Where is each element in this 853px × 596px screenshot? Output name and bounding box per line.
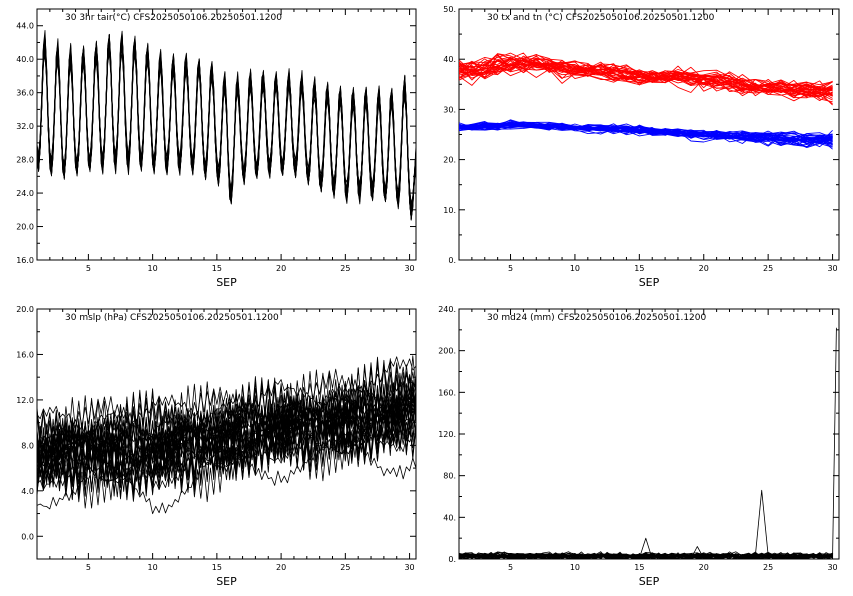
x-tick-label: 30 [827,563,837,572]
x-tick-label: 5 [86,264,91,273]
x-axis-label: SEP [216,575,237,588]
y-tick-label: 80. [443,472,456,481]
mslp-member-line [37,402,416,492]
x-tick-label: 10 [570,264,580,273]
y-tick-label: 40. [443,513,456,522]
y-tick-label: 160. [438,388,456,397]
y-tick-label: 50. [443,5,456,14]
ensemble-lines [459,327,837,559]
x-tick-label: 20 [699,563,709,572]
tx-member-line [459,58,833,98]
x-tick-label: 30 [827,264,837,273]
x-tick-label: 20 [699,264,709,273]
panel-title: 30 3hr tair(°C) CFS2025050106.20250501.1… [65,13,282,23]
panel-1: 5 10 15 20 25 30 16.0 20.0 24.0 28.0 32.0 36.0 40.0 4… [16,8,417,289]
x-tick-label: 15 [634,264,644,273]
mslp-member-line [37,399,416,483]
y-tick-label: 32.0 [16,122,34,131]
panel-3: 5 10 15 20 25 30 0.0 4.0 8.0 12.0 16.0 20.0 30 mslp … [16,305,417,588]
mslp-member-line [37,389,416,480]
x-tick-label: 10 [148,264,158,273]
y-tick-label: 0.0 [21,532,34,541]
x-tick-label: 30 [404,563,414,572]
precip-member-line [459,552,833,559]
temperature-member-line [37,39,416,218]
tx-member-line [459,56,833,91]
plot-frame [458,308,840,560]
precip-member-line [459,552,833,559]
y-tick-label: 40.0 [16,55,34,64]
y-tick-label: 240. [438,305,456,314]
y-tick-label: 24.0 [16,189,34,198]
tx-member-line [459,65,833,106]
tn-member-line [459,124,833,146]
x-axis-label: SEP [216,276,237,289]
precip-member-line [459,327,837,559]
tn-member-line [459,120,833,144]
panel-title: 30 tx and tn (°C) CFS2025050106.20250501… [487,13,715,23]
precip-member-line [459,552,833,559]
y-tick-label: 30. [443,105,456,114]
y-tick-label: 16.0 [16,256,34,265]
panel-4: 5 10 15 20 25 30 0. 40. 80. 120. 160. 200. 240. 30 md… [438,305,840,588]
tn-member-line [459,123,833,144]
mslp-member-line [37,356,416,471]
tx-member-line [459,58,833,92]
panel-title: 30 mslp (hPa) CFS2025050106.20250501.120… [65,313,279,323]
x-tick-label: 10 [570,563,580,572]
y-tick-label: 120. [438,430,456,439]
tn-member-line [459,123,833,144]
plot-frame [36,8,417,261]
x-tick-label: 25 [340,264,350,273]
x-tick-label: 20 [276,264,286,273]
x-tick-label: 30 [404,264,414,273]
y-tick-label: 4.0 [21,487,34,496]
y-tick-label: 10. [443,206,456,215]
x-tick-label: 5 [508,264,513,273]
y-tick-label: 12.0 [16,396,34,405]
x-axis-label: SEP [639,575,660,588]
y-tick-label: 0. [448,555,456,564]
y-tick-label: 0. [448,256,456,265]
panel-title: 30 md24 (mm) CFS2025050106.20250501.1200 [487,313,707,323]
x-tick-label: 5 [508,563,513,572]
ensemble-lines [37,355,416,515]
y-tick-label: 20. [443,156,456,165]
y-tick-label: 20.0 [16,305,34,314]
x-tick-label: 15 [634,563,644,572]
y-tick-label: 28.0 [16,156,34,165]
x-axis-label: SEP [639,276,660,289]
x-tick-label: 5 [86,563,91,572]
temperature-member-line [37,33,416,220]
y-tick-label: 8.0 [21,441,34,450]
precip-member-line [459,489,833,559]
y-tick-label: 16.0 [16,350,34,359]
panel-2: 5 10 15 20 25 30 0. 10. 20. 30. 40. 50. 30 tx and tn… [443,5,840,289]
x-tick-label: 25 [340,563,350,572]
y-tick-label: 40. [443,55,456,64]
y-tick-label: 200. [438,347,456,356]
x-tick-label: 15 [212,264,222,273]
ensemble-lines [37,29,416,221]
x-tick-label: 15 [212,563,222,572]
x-tick-label: 10 [148,563,158,572]
y-tick-label: 44.0 [16,22,34,31]
y-tick-label: 20.0 [16,223,34,232]
x-tick-label: 25 [763,264,773,273]
y-tick-label: 36.0 [16,89,34,98]
ensemble-lines [459,52,833,150]
x-tick-label: 25 [763,563,773,572]
x-tick-label: 20 [276,563,286,572]
